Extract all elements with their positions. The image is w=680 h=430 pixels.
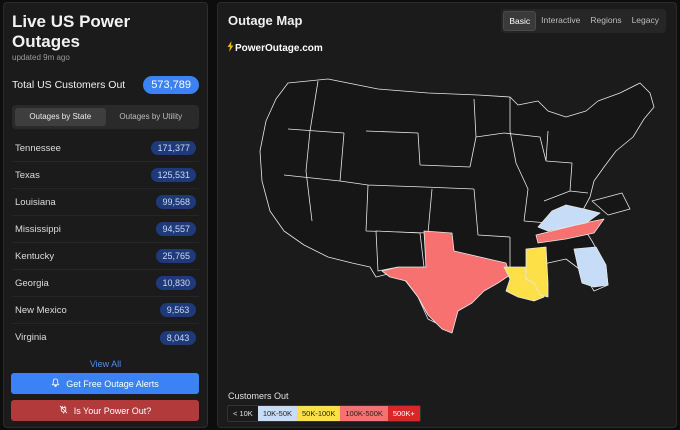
sidebar-title: Live US Power Outages	[12, 12, 131, 51]
map-legend: < 10K 10K-50K 50K-100K 100K-500K 500K+	[227, 405, 421, 422]
state-new-mexico	[375, 230, 425, 272]
updated-text: updated 9m ago	[12, 53, 70, 62]
legend-item-10k-50k: 10K-50K	[257, 406, 297, 421]
state-count-badge: 8,043	[160, 330, 196, 345]
state-name: Louisiana	[15, 196, 56, 208]
list-item[interactable]: Tennessee 171,377	[12, 135, 199, 162]
state-name: Tennessee	[15, 142, 61, 154]
legend-item-500k-plus: 500K+	[387, 406, 420, 421]
is-power-out-button[interactable]: Is Your Power Out?	[11, 400, 199, 421]
total-badge: 573,789	[143, 76, 199, 94]
state-name: Mississippi	[15, 223, 61, 235]
get-alerts-button[interactable]: Get Free Outage Alerts	[11, 373, 199, 394]
state-count-badge: 10,830	[156, 276, 196, 290]
state-list: Tennessee 171,377 Texas 125,531 Louisian…	[12, 135, 199, 351]
list-item[interactable]: Texas 125,531	[12, 162, 199, 189]
legend-title: Customers Out	[228, 391, 289, 401]
state-count-badge: 9,563	[160, 303, 196, 317]
state-count-badge: 94,557	[156, 222, 196, 236]
tab-basic[interactable]: Basic	[503, 11, 537, 31]
legend-item-under-10k: < 10K	[228, 406, 258, 421]
tab-outages-by-state[interactable]: Outages by State	[15, 108, 106, 126]
list-item[interactable]: Virginia 8,043	[12, 324, 199, 351]
map-panel: Outage Map Basic Interactive Regions Leg…	[217, 2, 677, 428]
brand-name: PowerOutage.com	[235, 42, 323, 54]
list-item[interactable]: Louisiana 99,568	[12, 189, 199, 216]
is-power-out-label: Is Your Power Out?	[73, 405, 152, 416]
state-name: Georgia	[15, 277, 49, 289]
state-name: Texas	[15, 169, 40, 181]
list-item[interactable]: Kentucky 25,765	[12, 243, 199, 270]
lightning-bolt-icon	[227, 41, 234, 55]
bell-icon	[51, 378, 60, 389]
state-name: New Mexico	[15, 304, 67, 316]
tab-interactive[interactable]: Interactive	[541, 15, 581, 25]
state-virginia	[591, 192, 631, 216]
list-item[interactable]: New Mexico 9,563	[12, 297, 199, 324]
state-texas	[381, 230, 511, 334]
state-name: Kentucky	[15, 250, 55, 262]
list-item[interactable]: Georgia 10,830	[12, 270, 199, 297]
view-all-link[interactable]: View All	[89, 359, 122, 369]
legend-item-100k-500k: 100K-500K	[340, 406, 388, 421]
tab-outages-by-utility[interactable]: Outages by Utility	[119, 112, 183, 121]
legend-item-50k-100k: 50K-100K	[297, 406, 341, 421]
state-name: Virginia	[15, 332, 47, 343]
state-count-badge: 25,765	[156, 249, 196, 263]
map-type-tabs: Basic Interactive Regions Legacy	[501, 9, 666, 33]
list-item[interactable]: Mississippi 94,557	[12, 216, 199, 243]
state-count-badge: 171,377	[151, 141, 196, 155]
plug-off-icon	[59, 405, 68, 416]
brand-logo: PowerOutage.com	[227, 41, 323, 55]
get-alerts-label: Get Free Outage Alerts	[66, 378, 159, 389]
total-label: Total US Customers Out	[12, 79, 126, 91]
tab-regions[interactable]: Regions	[590, 15, 622, 25]
us-outage-map[interactable]	[248, 71, 678, 361]
state-count-badge: 125,531	[151, 168, 196, 182]
tab-legacy[interactable]: Legacy	[631, 15, 659, 25]
total-row: Total US Customers Out 573,789	[12, 74, 199, 96]
state-count-badge: 99,568	[156, 195, 196, 209]
outage-view-toggle: Outages by State Outages by Utility	[12, 105, 199, 129]
us-outline	[259, 78, 655, 328]
state-georgia	[573, 246, 609, 288]
state-mississippi	[525, 246, 549, 298]
state-kentucky	[537, 204, 601, 232]
sidebar: Live US Power Outages updated 9m ago Tot…	[3, 2, 208, 428]
panel-title: Outage Map	[228, 13, 303, 28]
